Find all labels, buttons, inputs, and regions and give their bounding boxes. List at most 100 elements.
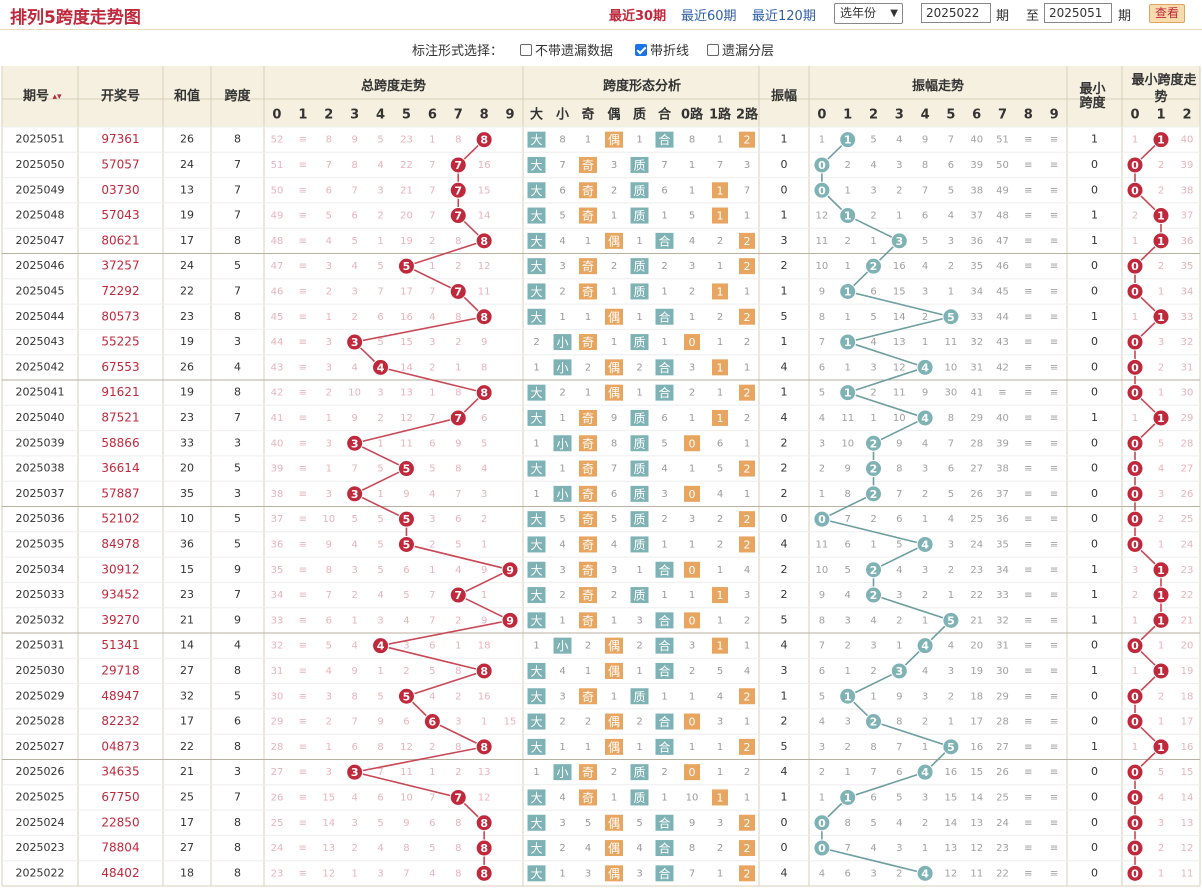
amp-ball	[916, 763, 934, 781]
issue-cell: 2025029	[16, 689, 65, 702]
amp-omission: ≡	[1050, 514, 1058, 525]
span-cell: 5	[234, 512, 241, 525]
min-omission: 38	[1181, 185, 1194, 196]
shape-omission: 1	[661, 590, 667, 601]
omission-cell: 8	[455, 135, 461, 146]
amp-omission: 15	[945, 792, 958, 803]
amp-omission: 2	[896, 868, 902, 879]
amp-ball-label: 1	[844, 134, 852, 147]
shape-omission: 2	[636, 362, 642, 373]
amp-cell: 1	[781, 790, 788, 803]
min-span-ball	[1126, 156, 1144, 174]
shape-tag-text: 大	[530, 664, 542, 678]
omission-cell: 8	[481, 362, 487, 373]
option-no-omission[interactable]: 不带遗漏数据	[520, 40, 613, 59]
omission-cell: 6	[429, 641, 435, 652]
page-title: 排列5跨度走势图	[10, 8, 141, 28]
amp-omission: ≡	[1024, 691, 1032, 702]
shape-tag-text: 合	[658, 360, 670, 375]
recent-60-link[interactable]: 最近60期	[681, 9, 737, 24]
from-issue-input[interactable]: 2025022	[921, 3, 991, 23]
span-ball	[475, 308, 493, 326]
omission-cell: 5	[377, 261, 383, 272]
min-omission: 19	[1181, 666, 1194, 677]
amp-omission: 32	[970, 337, 983, 348]
amp-ball	[839, 333, 857, 351]
shape-tag-text: 质	[633, 260, 645, 274]
amp-omission: ≡	[1024, 135, 1032, 146]
to-issue-input[interactable]: 2025051	[1044, 3, 1112, 23]
min-span-ball	[1126, 358, 1144, 376]
checkbox-icon[interactable]	[707, 44, 719, 56]
amp-omission: 1	[948, 717, 954, 728]
number-cell: 80573	[101, 309, 139, 323]
omission-cell: 6	[326, 615, 332, 626]
amp-omission: 5	[896, 539, 902, 550]
shape-tag-text: 合	[658, 714, 670, 729]
year-select[interactable]: 选年份 ▼	[834, 3, 903, 24]
issue-cell: 2025036	[16, 512, 65, 525]
min-omission: 36	[1181, 236, 1194, 247]
omission-cell: 34	[271, 590, 284, 601]
amp-omission: ≡	[1024, 666, 1032, 677]
shape-col-header: 合	[658, 107, 672, 123]
span-digit-header: 9	[506, 108, 515, 123]
query-button[interactable]: 查看	[1149, 4, 1185, 23]
shape-omission: 2	[559, 717, 565, 728]
shape-tag	[527, 156, 546, 173]
omission-cell: 5	[429, 843, 435, 854]
shape-omission: 2	[636, 641, 642, 652]
shape-tag-text: 合	[658, 815, 670, 830]
amp-ball	[890, 232, 908, 250]
amp-omission: 7	[845, 843, 851, 854]
omission-cell: 22	[400, 160, 413, 171]
amp-omission: 7	[845, 514, 851, 525]
road-tag-text: 1	[717, 210, 724, 223]
shape-omission: 1	[661, 337, 667, 348]
span-ball	[397, 510, 415, 528]
omission-cell: 2	[377, 211, 383, 222]
issue-cell: 2025032	[16, 613, 65, 626]
amp-cell: 1	[781, 689, 788, 702]
min-omission: 1	[1132, 135, 1138, 146]
amp-ball-label: 5	[947, 741, 955, 754]
sort-icon[interactable]: ▴▾	[52, 92, 62, 102]
shape-tag-text: 小	[556, 487, 568, 501]
shape-omission: 1	[717, 565, 723, 576]
road-tag-text: 2	[744, 387, 751, 400]
min-omission: 14	[1181, 792, 1194, 803]
amp-omission: ≡	[1050, 691, 1058, 702]
omission-cell: 1	[429, 135, 435, 146]
omission-cell: 4	[403, 615, 409, 626]
road-tag-text: 0	[689, 564, 696, 577]
recent-30-link[interactable]: 最近30期	[609, 9, 667, 24]
shape-tag-text: 大	[530, 158, 542, 172]
shape-tag	[553, 764, 572, 781]
option-with-line[interactable]: 带折线	[635, 40, 689, 59]
amp-omission: ≡	[1050, 362, 1058, 373]
amp-omission: 1	[896, 211, 902, 222]
omission-cell: 1	[429, 767, 435, 778]
amp-omission: 5	[819, 691, 825, 702]
shape-omission: 5	[689, 211, 695, 222]
amp-omission: 10	[945, 362, 958, 373]
span-digit-header: 3	[350, 108, 359, 123]
omission-cell: 1	[326, 413, 332, 424]
span-ball	[475, 864, 493, 882]
amp-omission: 2	[948, 565, 954, 576]
qi-label-2: 期	[1118, 9, 1132, 24]
road-tag	[739, 511, 755, 528]
checkbox-icon[interactable]	[520, 44, 532, 56]
shape-tag	[579, 460, 597, 477]
checkbox-checked-icon[interactable]	[635, 44, 647, 56]
amp-omission: ≡	[1024, 438, 1032, 449]
amp-omission: 2	[845, 742, 851, 753]
amp-cell: 3	[781, 664, 788, 677]
road-tag-text: 2	[744, 134, 751, 147]
span-ball-label: 8	[480, 235, 488, 248]
option-layered[interactable]: 遗漏分层	[707, 40, 774, 59]
recent-120-link[interactable]: 最近120期	[752, 9, 816, 24]
amp-omission: ≡	[1050, 565, 1058, 576]
amp-ball-label: 1	[844, 210, 852, 223]
shape-tag-text: 小	[556, 437, 568, 451]
